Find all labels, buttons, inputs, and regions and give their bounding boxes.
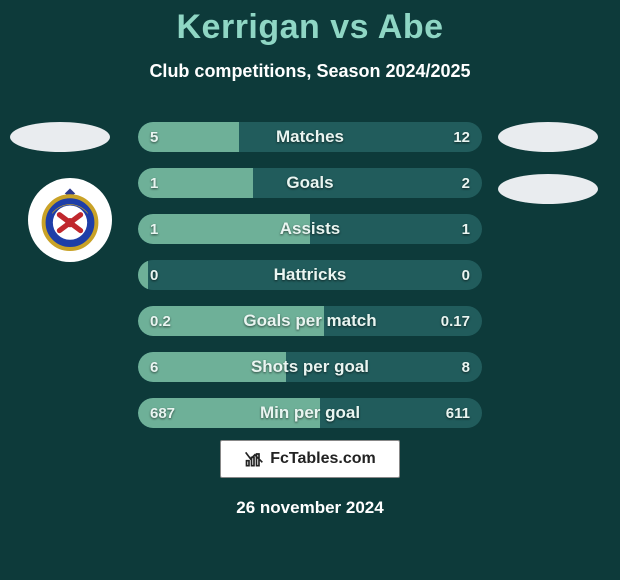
stat-label: Matches xyxy=(138,122,482,152)
stat-value-right: 2 xyxy=(462,168,470,198)
stat-value-right: 8 xyxy=(462,352,470,382)
stat-row-hattricks: 0 Hattricks 0 xyxy=(138,260,482,290)
brand-badge: FcTables.com xyxy=(220,440,400,478)
player-avatar-right-2 xyxy=(498,174,598,204)
stat-label: Shots per goal xyxy=(138,352,482,382)
stat-row-shots-per-goal: 6 Shots per goal 8 xyxy=(138,352,482,382)
club-badge xyxy=(28,178,112,262)
page-title: Kerrigan vs Abe xyxy=(0,0,620,47)
stat-label: Min per goal xyxy=(138,398,482,428)
stat-value-right: 0 xyxy=(462,260,470,290)
stat-row-assists: 1 Assists 1 xyxy=(138,214,482,244)
brand-text: FcTables.com xyxy=(270,450,376,468)
stat-value-right: 1 xyxy=(462,214,470,244)
stat-value-right: 611 xyxy=(446,398,470,428)
stat-label: Hattricks xyxy=(138,260,482,290)
stat-value-right: 0.17 xyxy=(441,306,470,336)
stat-label: Assists xyxy=(138,214,482,244)
stat-row-matches: 5 Matches 12 xyxy=(138,122,482,152)
player-avatar-left xyxy=(10,122,110,152)
content-root: Kerrigan vs Abe Club competitions, Seaso… xyxy=(0,0,620,580)
club-crest-icon xyxy=(37,187,103,253)
page-subtitle: Club competitions, Season 2024/2025 xyxy=(0,61,620,82)
stat-row-min-per-goal: 687 Min per goal 611 xyxy=(138,398,482,428)
chart-icon xyxy=(244,449,264,469)
footer-date: 26 november 2024 xyxy=(0,498,620,518)
stat-row-goals-per-match: 0.2 Goals per match 0.17 xyxy=(138,306,482,336)
stat-value-right: 12 xyxy=(453,122,470,152)
stats-bars: 5 Matches 12 1 Goals 2 1 Assists 1 0 Hat… xyxy=(138,122,482,444)
stat-row-goals: 1 Goals 2 xyxy=(138,168,482,198)
player-avatar-right-1 xyxy=(498,122,598,152)
stat-label: Goals xyxy=(138,168,482,198)
stat-label: Goals per match xyxy=(138,306,482,336)
